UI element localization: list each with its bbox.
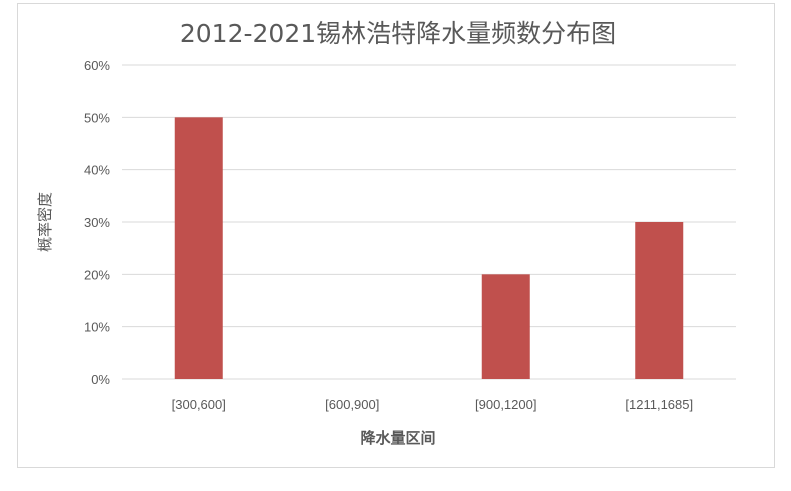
x-tick-label: [1211,1685]	[625, 397, 693, 412]
y-axis-title: 概率密度	[36, 192, 54, 252]
chart-title: 2012-2021锡林浩特降水量频数分布图	[180, 19, 616, 48]
y-tick-label: 60%	[84, 58, 110, 73]
y-tick-label: 30%	[84, 215, 110, 230]
bar	[174, 117, 223, 379]
x-tick-label: [600,900]	[325, 397, 379, 412]
bars	[174, 117, 684, 379]
y-tick-label: 40%	[84, 163, 110, 178]
x-tick-labels: [300,600] [600,900] [900,1200] [1211,1685]	[172, 397, 693, 412]
x-axis-title: 降水量区间	[360, 429, 435, 447]
y-tick-labels: 0% 10% 20% 30% 40% 50% 60%	[84, 58, 110, 387]
bar	[481, 274, 530, 379]
y-tick-label: 10%	[84, 320, 110, 335]
y-tick-label: 0%	[91, 372, 110, 387]
x-tick-label: [300,600]	[172, 397, 226, 412]
bar	[635, 222, 684, 379]
x-tick-label: [900,1200]	[475, 397, 536, 412]
y-tick-label: 20%	[84, 267, 110, 282]
gridlines	[122, 64, 736, 380]
y-tick-label: 50%	[84, 110, 110, 125]
